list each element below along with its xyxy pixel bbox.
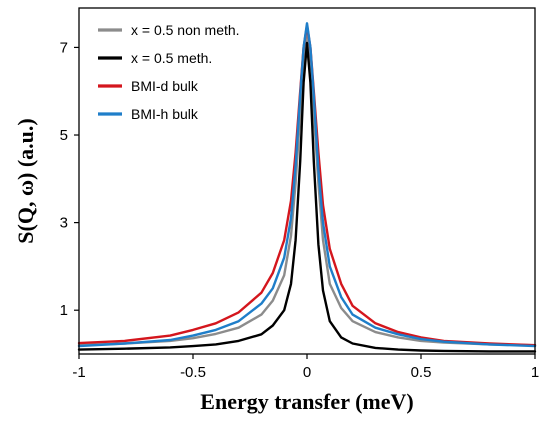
x-tick-label: 1	[531, 364, 539, 381]
y-tick-label: 5	[60, 127, 68, 144]
legend-label-2: BMI-d bulk	[131, 78, 199, 94]
y-tick-label: 1	[60, 302, 68, 319]
legend-label-3: BMI-h bulk	[131, 106, 199, 122]
series-line-3	[79, 23, 535, 346]
legend: x = 0.5 non meth. x = 0.5 meth. BMI-d bulk…	[98, 22, 240, 122]
legend-label-1: x = 0.5 meth.	[131, 50, 212, 66]
x-axis-title: Energy transfer (meV)	[200, 389, 413, 414]
series-line-2	[79, 26, 535, 346]
x-tick-label: -1	[72, 364, 85, 381]
series-layer	[79, 23, 535, 351]
x-tick-label: 0.5	[411, 364, 432, 381]
y-tick-label: 7	[60, 39, 68, 56]
y-axis-title: S(Q, ω) (a.u.)	[13, 118, 38, 243]
x-tick-label: -0.5	[180, 364, 206, 381]
y-tick-label: 3	[60, 215, 68, 232]
x-tick-label: 0	[303, 364, 311, 381]
legend-label-0: x = 0.5 non meth.	[131, 22, 240, 38]
